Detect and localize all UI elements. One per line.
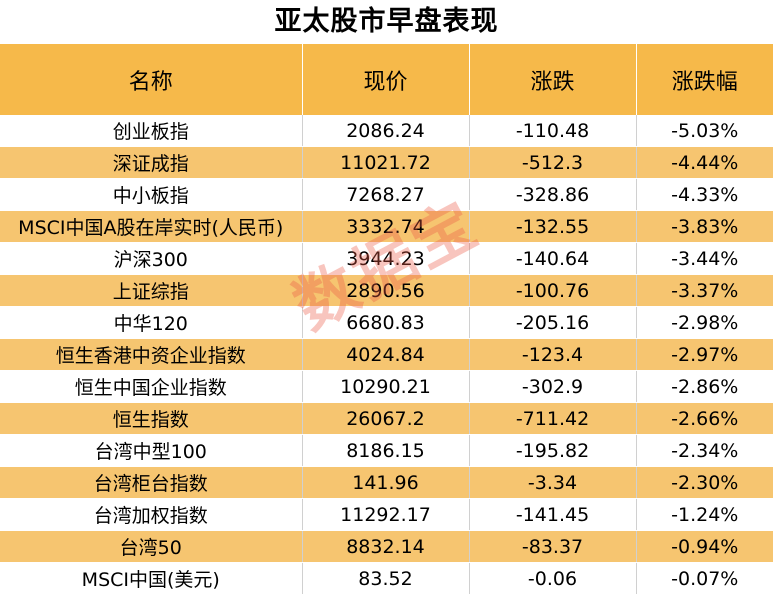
table-row: 台湾柜台指数 141.96 -3.34 -2.30% [0, 466, 773, 499]
cell-name: 台湾柜台指数 [0, 466, 303, 499]
cell-price: 11292.17 [302, 498, 470, 531]
table-row: 沪深300 3944.23 -140.64 -3.44% [0, 242, 773, 275]
header-pct: 涨跌幅 [636, 44, 773, 115]
cell-pct: -0.07% [636, 562, 773, 595]
cell-name: 沪深300 [0, 242, 303, 275]
table-row: 恒生指数 26067.2 -711.42 -2.66% [0, 402, 773, 435]
cell-name: 台湾50 [0, 530, 303, 563]
cell-pct: -3.37% [636, 274, 773, 307]
table-row: MSCI中国A股在岸实时(人民币) 3332.74 -132.55 -3.83% [0, 210, 773, 243]
cell-pct: -4.33% [636, 178, 773, 211]
table-header-row: 名称 现价 涨跌 涨跌幅 [0, 44, 773, 115]
table-row: 创业板指 2086.24 -110.48 -5.03% [0, 115, 773, 147]
cell-name: MSCI中国(美元) [0, 562, 303, 595]
cell-change: -195.82 [469, 434, 637, 467]
cell-price: 2890.56 [302, 274, 470, 307]
table-row: 台湾加权指数 11292.17 -141.45 -1.24% [0, 498, 773, 531]
cell-change: -328.86 [469, 178, 637, 211]
market-table: 名称 现价 涨跌 涨跌幅 创业板指 2086.24 -110.48 -5.03% 深证成… [0, 44, 773, 595]
table-body: 创业板指 2086.24 -110.48 -5.03% 深证成指 11021.72 -512… [0, 115, 773, 595]
cell-price: 3332.74 [302, 210, 470, 243]
cell-price: 141.96 [302, 466, 470, 499]
cell-pct: -1.24% [636, 498, 773, 531]
cell-change: -205.16 [469, 306, 637, 339]
cell-name: 恒生中国企业指数 [0, 370, 303, 403]
cell-change: -711.42 [469, 402, 637, 435]
table-row: MSCI中国(美元) 83.52 -0.06 -0.07% [0, 562, 773, 595]
table-row: 中华120 6680.83 -205.16 -2.98% [0, 306, 773, 339]
cell-name: 台湾中型100 [0, 434, 303, 467]
table-row: 恒生香港中资企业指数 4024.84 -123.4 -2.97% [0, 338, 773, 371]
cell-pct: -5.03% [636, 115, 773, 147]
cell-pct: -2.30% [636, 466, 773, 499]
page-title: 亚太股市早盘表现 [274, 6, 499, 37]
cell-change: -0.06 [469, 562, 637, 595]
cell-name: 台湾加权指数 [0, 498, 303, 531]
cell-name: 上证综指 [0, 274, 303, 307]
cell-change: -123.4 [469, 338, 637, 371]
cell-pct: -0.94% [636, 530, 773, 563]
cell-pct: -3.83% [636, 210, 773, 243]
cell-pct: -2.66% [636, 402, 773, 435]
cell-price: 6680.83 [302, 306, 470, 339]
cell-change: -132.55 [469, 210, 637, 243]
cell-name: 恒生指数 [0, 402, 303, 435]
cell-name: MSCI中国A股在岸实时(人民币) [0, 210, 303, 243]
header-name: 名称 [0, 44, 303, 115]
cell-price: 10290.21 [302, 370, 470, 403]
cell-name: 恒生香港中资企业指数 [0, 338, 303, 371]
table-row: 上证综指 2890.56 -100.76 -3.37% [0, 274, 773, 307]
cell-change: -141.45 [469, 498, 637, 531]
cell-name: 中小板指 [0, 178, 303, 211]
table-row: 深证成指 11021.72 -512.3 -4.44% [0, 146, 773, 179]
table-row: 恒生中国企业指数 10290.21 -302.9 -2.86% [0, 370, 773, 403]
cell-pct: -2.86% [636, 370, 773, 403]
cell-pct: -2.34% [636, 434, 773, 467]
cell-price: 8832.14 [302, 530, 470, 563]
table-row: 台湾50 8832.14 -83.37 -0.94% [0, 530, 773, 563]
cell-change: -83.37 [469, 530, 637, 563]
cell-price: 8186.15 [302, 434, 470, 467]
header-change: 涨跌 [469, 44, 637, 115]
header-price: 现价 [302, 44, 470, 115]
cell-price: 83.52 [302, 562, 470, 595]
cell-name: 创业板指 [0, 115, 303, 147]
cell-change: -140.64 [469, 242, 637, 275]
cell-price: 7268.27 [302, 178, 470, 211]
cell-name: 中华120 [0, 306, 303, 339]
table-row: 中小板指 7268.27 -328.86 -4.33% [0, 178, 773, 211]
cell-change: -302.9 [469, 370, 637, 403]
table-row: 台湾中型100 8186.15 -195.82 -2.34% [0, 434, 773, 467]
cell-price: 2086.24 [302, 115, 470, 147]
cell-pct: -4.44% [636, 146, 773, 179]
cell-change: -110.48 [469, 115, 637, 147]
cell-pct: -2.98% [636, 306, 773, 339]
cell-price: 26067.2 [302, 402, 470, 435]
cell-price: 11021.72 [302, 146, 470, 179]
cell-price: 3944.23 [302, 242, 470, 275]
cell-change: -512.3 [469, 146, 637, 179]
cell-name: 深证成指 [0, 146, 303, 179]
cell-pct: -2.97% [636, 338, 773, 371]
cell-pct: -3.44% [636, 242, 773, 275]
cell-change: -100.76 [469, 274, 637, 307]
cell-price: 4024.84 [302, 338, 470, 371]
cell-change: -3.34 [469, 466, 637, 499]
